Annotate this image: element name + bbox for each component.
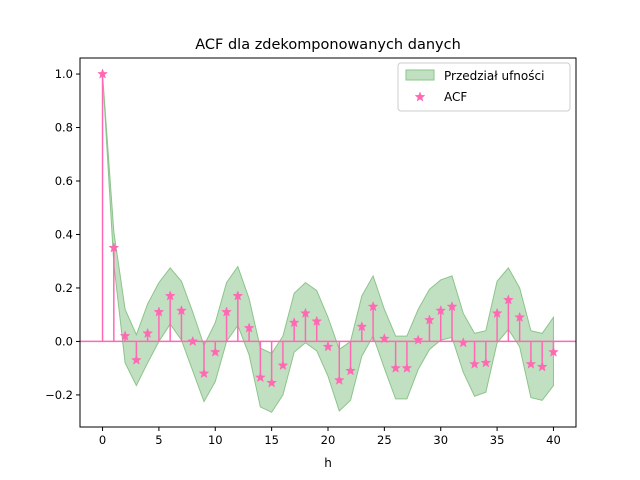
acf-markers [97, 68, 559, 388]
acf-point [108, 242, 120, 253]
x-tick-label: 35 [490, 433, 505, 447]
legend-label-acf: ACF [444, 90, 467, 104]
legend-label-band: Przedział ufności [444, 69, 544, 83]
acf-point [424, 314, 435, 325]
acf-point [153, 306, 165, 317]
legend-band-swatch [405, 69, 435, 81]
x-tick-label: 25 [377, 433, 392, 447]
y-tick-label: 1.0 [55, 67, 73, 81]
acf-point [525, 358, 537, 369]
acf-point [401, 362, 413, 373]
x-tick-label: 0 [99, 433, 106, 447]
acf-point [97, 68, 108, 79]
legend: Przedział ufności ACF [397, 62, 571, 112]
acf-point [367, 300, 379, 312]
y-tick-label: 0.4 [55, 227, 73, 241]
legend-box [397, 62, 571, 112]
x-tick-label: 15 [264, 433, 279, 447]
acf-point [345, 365, 356, 376]
y-tick-label: −0.2 [45, 388, 73, 402]
y-tick-label: 0.6 [55, 174, 73, 188]
x-tick-label: 20 [321, 433, 336, 447]
acf-point [288, 317, 300, 328]
x-tick-label: 30 [433, 433, 448, 447]
acf-point [536, 361, 548, 372]
acf-point [457, 337, 469, 348]
acf-point [491, 307, 503, 318]
chart-title: ACF dla zdekomponowanych danych [195, 37, 461, 53]
y-tick-label: 0.8 [55, 121, 73, 135]
y-axis-ticks: −0.2 0.0 0.2 0.4 0.6 0.8 1.0 [45, 67, 80, 402]
acf-point [243, 322, 255, 333]
acf-point [311, 315, 323, 327]
acf-point [435, 304, 447, 316]
acf-point [130, 354, 142, 365]
acf-point [333, 374, 345, 385]
acf-point [187, 335, 199, 347]
acf-point [390, 362, 402, 373]
x-tick-label: 40 [546, 433, 561, 447]
x-axis-ticks: 0 5 10 15 20 25 30 35 40 [99, 427, 561, 447]
acf-point [480, 357, 492, 368]
x-tick-label: 10 [208, 433, 223, 447]
legend-star-swatch [414, 91, 426, 102]
acf-point [232, 290, 244, 301]
acf-point [119, 330, 131, 341]
acf-point [378, 333, 390, 344]
acf-point [548, 346, 559, 357]
acf-point [277, 359, 289, 371]
acf-point [209, 346, 221, 357]
acf-point [221, 306, 232, 317]
y-tick-label: 0.0 [55, 334, 73, 348]
acf-point [266, 377, 278, 388]
acf-point [142, 327, 154, 339]
x-tick-label: 5 [155, 433, 162, 447]
acf-point [446, 300, 458, 312]
acf-point [254, 371, 266, 383]
y-tick-label: 0.2 [55, 281, 73, 295]
acf-point [356, 321, 368, 332]
acf-point [300, 307, 311, 318]
x-axis-label: h [324, 456, 332, 470]
acf-point [502, 294, 514, 305]
acf-point [198, 367, 210, 379]
acf-point [469, 358, 480, 369]
acf-point [322, 341, 334, 352]
acf-point [176, 304, 187, 316]
acf-point [514, 311, 526, 322]
acf-point [164, 290, 176, 301]
acf-point [412, 334, 424, 345]
